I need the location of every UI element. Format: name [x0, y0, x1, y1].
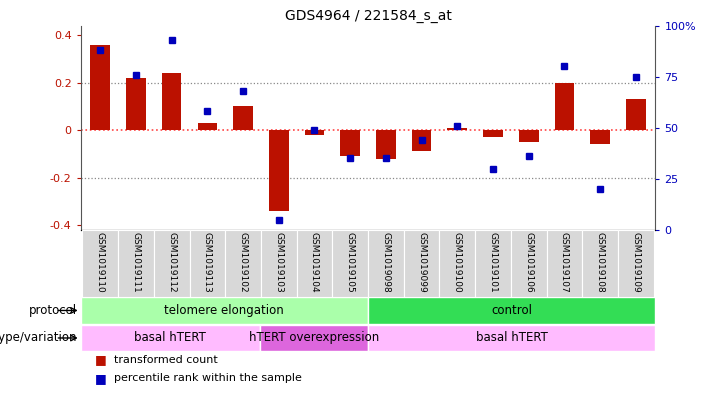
Title: GDS4964 / 221584_s_at: GDS4964 / 221584_s_at [285, 9, 451, 23]
Text: control: control [491, 304, 532, 317]
Text: GSM1019106: GSM1019106 [524, 232, 533, 293]
Bar [90, 44, 110, 130]
Bar [297, 230, 332, 297]
Bar [626, 99, 646, 130]
Text: GSM1019110: GSM1019110 [96, 232, 104, 293]
Text: ■: ■ [95, 353, 107, 366]
Text: GSM1019113: GSM1019113 [203, 232, 212, 293]
Text: GSM1019107: GSM1019107 [560, 232, 569, 293]
Bar [554, 83, 574, 130]
Bar [118, 230, 154, 297]
Bar [260, 325, 368, 351]
Text: GSM1019105: GSM1019105 [346, 232, 355, 293]
Bar [547, 230, 583, 297]
Text: basal hTERT: basal hTERT [476, 331, 547, 345]
Text: hTERT overexpression: hTERT overexpression [249, 331, 379, 345]
Bar [440, 230, 475, 297]
Text: protocol: protocol [29, 304, 77, 317]
Bar [483, 130, 503, 137]
Bar [225, 230, 261, 297]
Text: GSM1019112: GSM1019112 [167, 232, 176, 292]
Text: GSM1019102: GSM1019102 [238, 232, 247, 292]
Bar [447, 128, 467, 130]
Bar [341, 130, 360, 156]
Text: telomere elongation: telomere elongation [165, 304, 284, 317]
Bar [511, 230, 547, 297]
Bar [590, 130, 610, 144]
Bar [332, 230, 368, 297]
Bar [261, 230, 297, 297]
Bar [162, 73, 182, 130]
Text: transformed count: transformed count [114, 354, 218, 365]
Bar [154, 230, 189, 297]
Bar [583, 230, 618, 297]
Bar [411, 130, 431, 151]
Text: ■: ■ [95, 372, 107, 385]
Text: basal hTERT: basal hTERT [135, 331, 206, 345]
Bar [376, 130, 395, 159]
Bar [81, 325, 260, 351]
Bar [404, 230, 440, 297]
Bar [519, 130, 538, 142]
Text: GSM1019103: GSM1019103 [274, 232, 283, 293]
Text: GSM1019099: GSM1019099 [417, 232, 426, 293]
Bar [305, 130, 325, 135]
Text: GSM1019098: GSM1019098 [381, 232, 390, 293]
Bar [83, 230, 118, 297]
Bar [81, 297, 368, 324]
Bar [368, 297, 655, 324]
Text: GSM1019101: GSM1019101 [489, 232, 498, 293]
Bar [189, 230, 225, 297]
Text: GSM1019100: GSM1019100 [453, 232, 462, 293]
Text: percentile rank within the sample: percentile rank within the sample [114, 373, 302, 384]
Text: genotype/variation: genotype/variation [0, 331, 77, 345]
Bar [618, 230, 653, 297]
Bar [198, 123, 217, 130]
Text: GSM1019111: GSM1019111 [132, 232, 140, 293]
Bar [368, 325, 655, 351]
Bar [126, 78, 146, 130]
Bar [475, 230, 511, 297]
Text: GSM1019104: GSM1019104 [310, 232, 319, 292]
Text: GSM1019109: GSM1019109 [632, 232, 640, 293]
Bar [233, 107, 253, 130]
Text: GSM1019108: GSM1019108 [596, 232, 604, 293]
Bar [368, 230, 404, 297]
Bar [269, 130, 289, 211]
